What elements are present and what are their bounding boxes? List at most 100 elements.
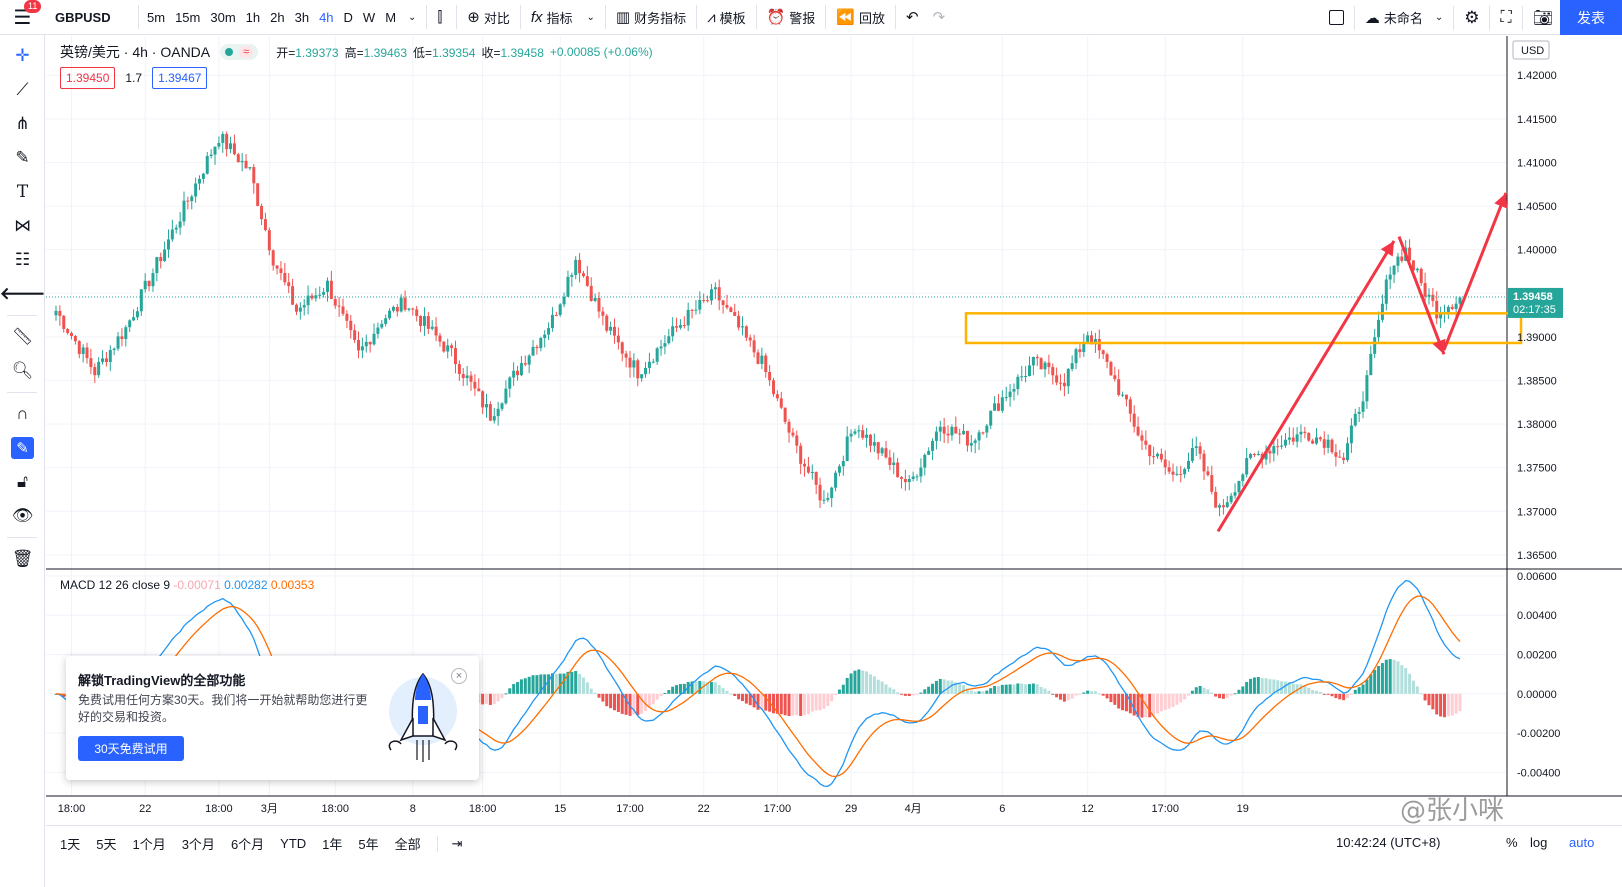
- snapshot-button[interactable]: 📷︎: [1526, 0, 1560, 35]
- stay-drawing-tool[interactable]: ✎: [0, 431, 45, 465]
- redo-button[interactable]: ↷: [926, 0, 953, 35]
- candle-body: [1427, 294, 1431, 297]
- candle-body: [260, 205, 264, 220]
- percent-scale-toggle[interactable]: %: [1506, 835, 1518, 850]
- sell-price-button[interactable]: 1.39450: [60, 67, 116, 89]
- candle-body: [748, 337, 752, 341]
- free-trial-button[interactable]: 30天免费试用: [78, 736, 184, 761]
- pattern-tool[interactable]: ⋈: [0, 209, 45, 243]
- candle: [70, 331, 74, 340]
- candle-body: [170, 229, 174, 240]
- compare-button[interactable]: ⊕ 对比: [460, 0, 517, 35]
- timeframe-30m[interactable]: 30m: [210, 9, 236, 25]
- settings-button[interactable]: ⚙: [1457, 0, 1486, 35]
- candle: [1272, 440, 1276, 462]
- back-tool[interactable]: 🡐: [0, 277, 45, 311]
- candle-body: [1214, 491, 1218, 508]
- candle-body: [911, 476, 915, 479]
- candle: [77, 340, 81, 359]
- timeframe-3h[interactable]: 3h: [294, 9, 310, 25]
- candle-body: [1458, 297, 1462, 304]
- candle: [667, 329, 671, 345]
- candle: [461, 367, 465, 386]
- timeframe-dropdown[interactable]: ⌄: [401, 0, 423, 35]
- magnet-tool[interactable]: ∩: [0, 397, 45, 431]
- range-button[interactable]: 3个月: [181, 837, 215, 852]
- candle: [512, 362, 516, 386]
- range-button[interactable]: 1天: [60, 837, 81, 852]
- layout-button[interactable]: [1322, 0, 1351, 35]
- replay-button[interactable]: ⏪ 回放: [829, 0, 892, 35]
- chart-type-button[interactable]: ⫿: [430, 0, 453, 35]
- close-icon[interactable]: ×: [451, 668, 467, 684]
- candle: [1121, 391, 1125, 398]
- candle-body: [1070, 363, 1074, 369]
- indicators-button[interactable]: fx 指标 ⌄: [524, 0, 602, 35]
- candle: [1361, 391, 1365, 419]
- candle-body: [159, 257, 163, 262]
- macd-tick-label: -0.00200: [1517, 728, 1560, 740]
- candle: [1152, 446, 1156, 465]
- undo-button[interactable]: ↶: [899, 0, 926, 35]
- log-scale-toggle[interactable]: log: [1530, 835, 1548, 850]
- range-button[interactable]: 1个月: [132, 837, 166, 852]
- timeframe-1h[interactable]: 1h: [245, 9, 261, 25]
- timeframe-2h[interactable]: 2h: [270, 9, 285, 25]
- macd-histogram-bar: [632, 693, 636, 715]
- range-button[interactable]: 全部: [394, 837, 421, 852]
- financials-button[interactable]: ▥ 财务指标: [609, 0, 693, 35]
- macd-histogram-bar: [1167, 693, 1171, 709]
- auto-scale-toggle[interactable]: auto: [1569, 835, 1595, 850]
- chart-canvas[interactable]: USD 1.42000 1.41500 1.41000 1.40500 1.40000 1.…: [46, 36, 1622, 825]
- change-value: +0.00085 (+0.06%): [549, 45, 653, 59]
- prediction-tool[interactable]: ☷: [0, 243, 45, 277]
- timeframe-D[interactable]: D: [343, 9, 353, 25]
- text-tool[interactable]: T: [0, 175, 45, 209]
- range-button[interactable]: YTD: [280, 836, 307, 851]
- candle-body: [523, 363, 527, 365]
- macd-legend[interactable]: MACD 12 26 close 9 -0.00071 0.00282 0.00…: [60, 578, 314, 592]
- publish-button[interactable]: 发表: [1560, 0, 1622, 35]
- candle-body: [473, 381, 477, 389]
- market-status[interactable]: ≈: [220, 44, 259, 60]
- timeframe-15m[interactable]: 15m: [175, 9, 201, 25]
- brush-tool[interactable]: ✎: [0, 141, 45, 175]
- timeframe-4h[interactable]: 4h: [319, 9, 334, 25]
- candle-body: [760, 355, 764, 364]
- fib-tool[interactable]: ⋔: [0, 107, 45, 141]
- buy-price-button[interactable]: 1.39467: [152, 67, 208, 89]
- candle: [1202, 449, 1206, 481]
- crosshair-tool[interactable]: ✛: [0, 39, 45, 73]
- candle: [644, 361, 648, 378]
- lock-tool[interactable]: 🔓︎: [0, 465, 45, 499]
- candle-body: [872, 442, 876, 446]
- fullscreen-button[interactable]: ⛶: [1493, 0, 1518, 35]
- candle: [547, 322, 551, 340]
- range-button[interactable]: 5年: [358, 837, 379, 852]
- trendline-tool[interactable]: ⟋: [0, 73, 45, 107]
- remove-tool[interactable]: 🗑︎: [0, 542, 45, 576]
- eye-icon: 👁︎: [11, 506, 34, 525]
- clock[interactable]: 10:42:24 (UTC+8): [1336, 835, 1441, 850]
- templates-button[interactable]: ⩘ 模板: [700, 0, 752, 35]
- macd-histogram-bar: [690, 681, 694, 694]
- macd-histogram-bar: [1128, 693, 1132, 714]
- range-button[interactable]: 6个月: [230, 837, 265, 852]
- layout-name-button[interactable]: ☁ 未命名 ⌄: [1358, 0, 1450, 35]
- candle-body: [1105, 354, 1109, 362]
- range-button[interactable]: 5天: [96, 837, 117, 852]
- timeframe-M[interactable]: M: [385, 9, 397, 25]
- zoom-tool[interactable]: 🔍︎: [0, 354, 45, 388]
- goto-date-icon[interactable]: ⇥: [436, 835, 463, 852]
- symbol-search[interactable]: GBPUSD: [55, 9, 111, 25]
- candle: [236, 152, 240, 163]
- range-button[interactable]: 1年: [322, 837, 343, 852]
- timeframe-5m[interactable]: 5m: [147, 9, 166, 25]
- alert-button[interactable]: ⏰ 警报: [760, 0, 823, 35]
- visibility-tool[interactable]: 👁︎: [0, 499, 45, 533]
- timeframe-W[interactable]: W: [362, 9, 376, 25]
- macd-histogram-bar: [737, 693, 741, 700]
- menu-button[interactable]: ☰ 11: [0, 0, 45, 35]
- symbol-title[interactable]: 英镑/美元 · 4h · OANDA: [60, 44, 211, 60]
- ruler-tool[interactable]: 📏︎: [0, 320, 45, 354]
